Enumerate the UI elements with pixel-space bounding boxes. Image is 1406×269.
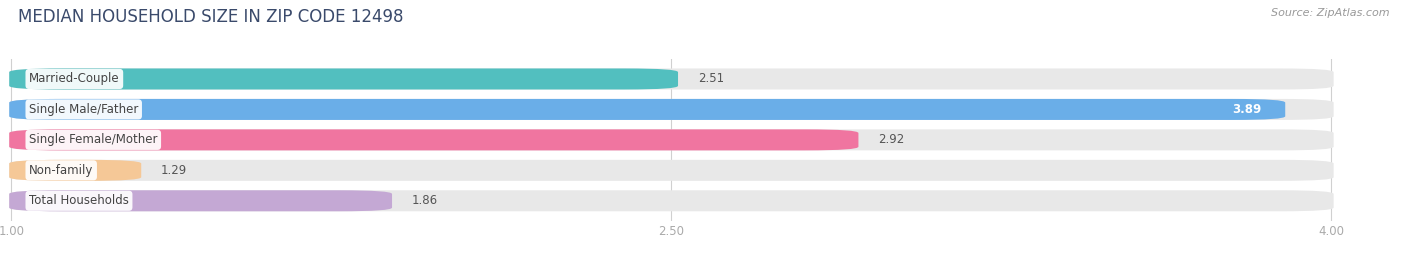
Text: Source: ZipAtlas.com: Source: ZipAtlas.com <box>1271 8 1389 18</box>
Text: Single Female/Mother: Single Female/Mother <box>30 133 157 146</box>
Text: Non-family: Non-family <box>30 164 93 177</box>
FancyBboxPatch shape <box>10 190 392 211</box>
Text: 2.51: 2.51 <box>697 72 724 86</box>
FancyBboxPatch shape <box>10 69 1334 90</box>
FancyBboxPatch shape <box>10 160 141 181</box>
FancyBboxPatch shape <box>10 190 1334 211</box>
Text: 1.86: 1.86 <box>412 194 437 207</box>
Text: Single Male/Father: Single Male/Father <box>30 103 138 116</box>
Text: 3.89: 3.89 <box>1232 103 1261 116</box>
FancyBboxPatch shape <box>10 99 1334 120</box>
FancyBboxPatch shape <box>10 129 859 150</box>
Text: Total Households: Total Households <box>30 194 129 207</box>
Text: MEDIAN HOUSEHOLD SIZE IN ZIP CODE 12498: MEDIAN HOUSEHOLD SIZE IN ZIP CODE 12498 <box>18 8 404 26</box>
Text: Married-Couple: Married-Couple <box>30 72 120 86</box>
FancyBboxPatch shape <box>10 99 1285 120</box>
FancyBboxPatch shape <box>10 69 678 90</box>
Text: 1.29: 1.29 <box>162 164 187 177</box>
Text: 2.92: 2.92 <box>879 133 904 146</box>
FancyBboxPatch shape <box>10 160 1334 181</box>
FancyBboxPatch shape <box>10 129 1334 150</box>
